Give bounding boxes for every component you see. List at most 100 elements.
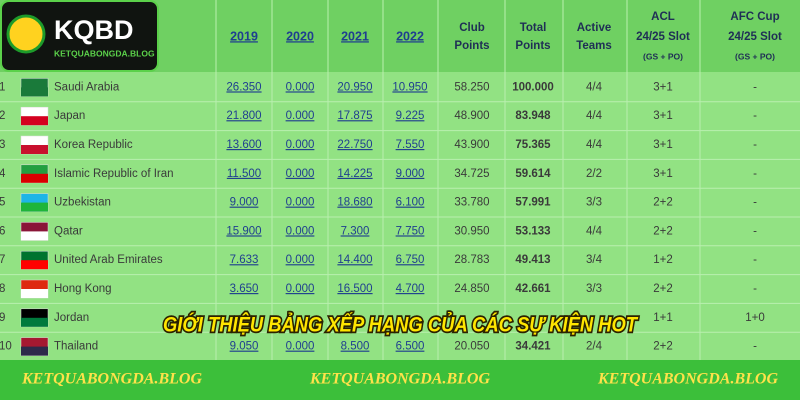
cell: 30.950	[454, 225, 489, 237]
rank: 7	[0, 254, 5, 266]
cell: 7.550	[396, 139, 425, 151]
logo-bg	[0, 0, 159, 72]
cell: 11.500	[227, 168, 261, 180]
cell: 3/3	[586, 197, 602, 209]
cell: 3+1	[653, 110, 673, 122]
cell: 0.000	[286, 254, 315, 266]
footer-text: KETQUABONGDA.BLOG	[309, 371, 490, 388]
country: Jordan	[54, 312, 89, 324]
footer-bg	[0, 360, 800, 400]
cell: 0.000	[286, 341, 315, 353]
cell: 58.250	[454, 81, 489, 93]
cell: 22.750	[337, 139, 372, 151]
country: Hong Kong	[54, 283, 112, 295]
cell: -	[753, 225, 757, 237]
cell: 3+1	[653, 168, 673, 180]
column-header: Points	[515, 40, 550, 52]
rank: 9	[0, 312, 5, 324]
flag-part	[21, 260, 48, 270]
cell: 33.780	[454, 197, 489, 209]
rank: 10	[0, 341, 12, 353]
column-header: Teams	[576, 40, 612, 52]
cell: 6.750	[396, 254, 425, 266]
column-header: 2021	[341, 29, 369, 43]
cell: 2/4	[586, 341, 603, 353]
cell: 6.500	[396, 341, 425, 353]
cell: 17.875	[337, 110, 372, 122]
column-header: 2022	[396, 29, 424, 43]
cell: -	[753, 254, 757, 266]
cell: 7.750	[396, 225, 425, 237]
table: 2019 2020 2021 2022 Club Points Total Points Act…	[0, 11, 782, 356]
cell: 59.614	[515, 168, 551, 180]
cell: -	[753, 168, 757, 180]
cell: 26.350	[226, 81, 261, 93]
column-header: (GS + PO)	[643, 51, 683, 61]
cell: 3.650	[230, 283, 259, 295]
cell: 1+1	[653, 312, 673, 324]
country: United Arab Emirates	[54, 254, 163, 266]
cell: -	[753, 283, 757, 295]
banner: GIỚI THIỆU BẢNG XẾP HẠNG CỦA CÁC SỰ KIỆN…	[163, 313, 639, 337]
cell: 3+1	[653, 81, 673, 93]
footer-text: KETQUABONGDA.BLOG	[21, 371, 202, 388]
cell: 4/4	[586, 110, 603, 122]
flag-part	[21, 289, 48, 298]
column-header: Total	[520, 22, 547, 34]
cell: 20.950	[337, 81, 372, 93]
flag-part	[21, 116, 48, 126]
cell: 43.900	[454, 139, 489, 151]
cell: 0.000	[286, 225, 315, 237]
cell: 10.950	[392, 81, 427, 93]
flag-part	[21, 346, 48, 356]
cell: 28.783	[454, 254, 489, 266]
cell: -	[753, 81, 757, 93]
logo: KQBD KETQUABONGDA.BLOG	[0, 0, 159, 72]
column-header: AFC Cup	[730, 11, 779, 23]
cell: 83.948	[515, 110, 551, 122]
country: Uzbekistan	[54, 197, 111, 209]
cell: 15.900	[226, 225, 261, 237]
cell: 2+2	[653, 197, 673, 209]
flag-part	[21, 87, 48, 97]
cell: 57.991	[515, 197, 551, 209]
logo-brand: KQBD	[54, 15, 134, 45]
cell: 2/2	[586, 168, 602, 180]
column-header: Club	[459, 22, 485, 34]
cell: 0.000	[286, 168, 315, 180]
column-header: 24/25 Slot	[728, 31, 782, 43]
cell: 7.633	[230, 254, 259, 266]
country: Japan	[54, 110, 85, 122]
rank: 8	[0, 283, 5, 295]
cell: 14.225	[337, 168, 372, 180]
cell: -	[753, 197, 757, 209]
cell: 4/4	[586, 81, 603, 93]
country: Thailand	[54, 341, 98, 353]
cell: 53.133	[515, 225, 550, 237]
cell: 4/4	[586, 225, 603, 237]
column-header: Active	[577, 22, 612, 34]
cell: 2+2	[653, 283, 673, 295]
cell: 9.000	[396, 168, 425, 180]
cell: 2+2	[653, 341, 673, 353]
cell: 49.413	[515, 254, 550, 266]
cell: 0.000	[286, 139, 315, 151]
cell: 8.500	[341, 341, 370, 353]
cell: 9.225	[396, 110, 425, 122]
logo-ball	[6, 14, 46, 54]
flag-part	[21, 202, 48, 212]
cell: 6.100	[396, 197, 425, 209]
rank: 4	[0, 168, 6, 180]
logo-site: KETQUABONGDA.BLOG	[54, 48, 155, 58]
cell: 13.600	[226, 139, 261, 151]
flag-part	[21, 145, 48, 154]
country: Islamic Republic of Iran	[54, 168, 174, 180]
footer-text: KETQUABONGDA.BLOG	[597, 371, 778, 388]
column-header: 2019	[230, 29, 258, 43]
flag-part	[21, 317, 48, 327]
flag-part	[21, 231, 48, 241]
column-header: ACL	[651, 11, 675, 23]
country: Saudi Arabia	[54, 81, 120, 93]
cell: 0.000	[286, 197, 315, 209]
